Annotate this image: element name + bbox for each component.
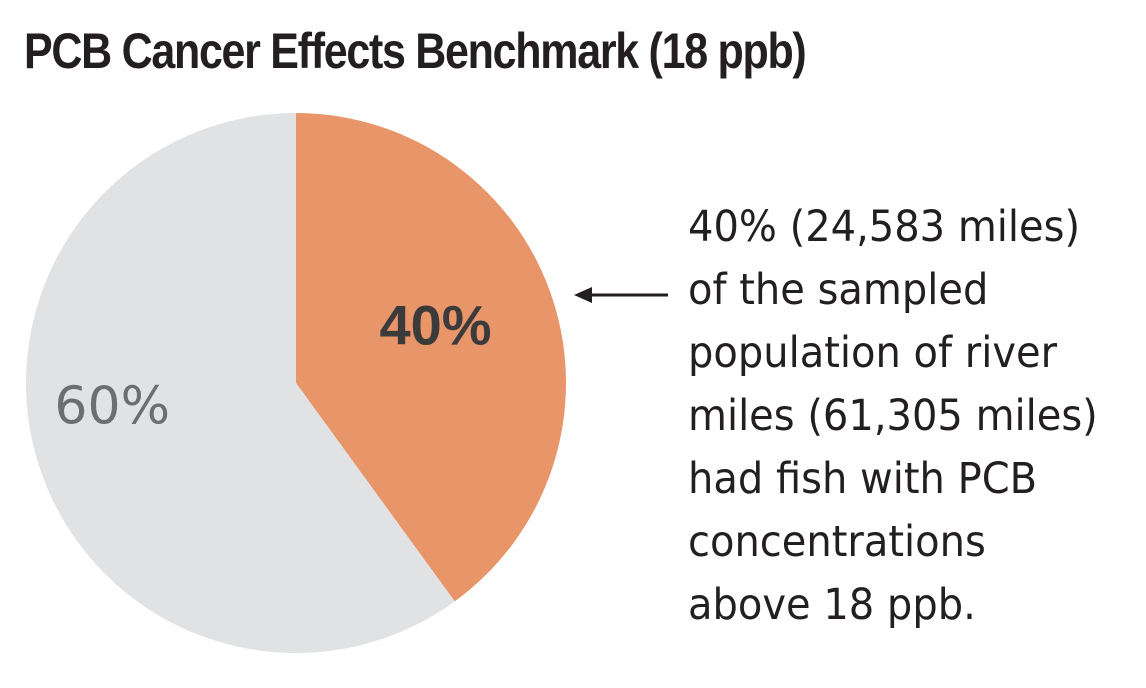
- annotation-line: 40% (24,583 miles): [688, 202, 1081, 252]
- annotation-line: population of river: [688, 328, 1058, 378]
- pie-slice: [296, 113, 566, 602]
- annotation-line: had fish with PCB: [688, 454, 1038, 504]
- pie-labels: 40% 60%: [54, 293, 491, 436]
- slice-label: 40%: [379, 293, 491, 356]
- annotation-line: of the sampled: [688, 265, 989, 315]
- annotation-text: 40% (24,583 miles) of the sampled popula…: [688, 196, 1143, 637]
- annotation-line: miles (61,305 miles): [688, 391, 1098, 441]
- annotation-line: concentrations: [688, 517, 986, 567]
- annotation-arrow: [574, 287, 668, 303]
- pie-slices: [25, 113, 566, 653]
- chart-title: PCB Cancer Effects Benchmark (18 ppb): [24, 23, 807, 79]
- pie-slice: [25, 113, 455, 653]
- annotation-line: above 18 ppb.: [688, 580, 976, 630]
- slice-label: 60%: [54, 377, 170, 437]
